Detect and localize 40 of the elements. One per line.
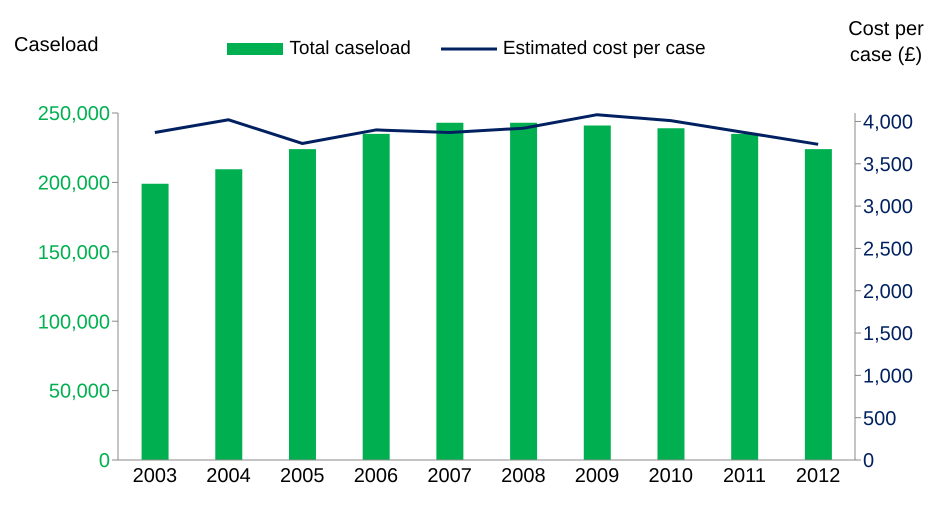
- y-tick-label: 200,000: [38, 172, 110, 194]
- bar: [731, 134, 758, 460]
- legend-label: Total caseload: [289, 38, 411, 60]
- y2-tick-label: 500: [863, 408, 896, 430]
- bar: [215, 169, 242, 460]
- x-tick-label: 2005: [280, 465, 324, 488]
- x-tick-label: 2008: [501, 465, 546, 488]
- y-tick-label: 0: [98, 450, 110, 472]
- y2-tick-label: 1,500: [863, 323, 914, 346]
- y2-tick-label: 3,500: [863, 154, 914, 176]
- y2-tick-label: 4,000: [863, 112, 914, 134]
- y-tick-label: 100,000: [38, 311, 110, 334]
- bar: [362, 134, 390, 460]
- y-tick-label: 150,000: [38, 242, 110, 264]
- y2-tick-label: 2,500: [863, 238, 914, 261]
- bar: [142, 184, 169, 460]
- y2-tick-label: 1,000: [863, 365, 914, 388]
- x-tick-label: 2009: [574, 465, 620, 488]
- y-axis-title: Caseload: [14, 34, 99, 57]
- legend-label: Estimated cost per case: [502, 38, 706, 60]
- y2-axis-title: Cost per case (£): [847, 17, 925, 68]
- x-tick-label: 2012: [796, 465, 840, 488]
- x-tick-label: 2006: [354, 465, 398, 488]
- x-tick-label: 2004: [206, 465, 251, 488]
- y-tick-label: 250,000: [38, 103, 110, 126]
- x-tick-label: 2003: [132, 465, 178, 488]
- bar: [436, 122, 464, 460]
- line-series: [153, 113, 820, 146]
- bar: [804, 149, 832, 460]
- y-tick-label: 50,000: [48, 380, 110, 403]
- bar: [584, 125, 611, 460]
- y2-tick-label: 0: [863, 450, 874, 472]
- y2-tick-label: 3,000: [863, 196, 914, 218]
- y2-tick-label: 2,000: [863, 280, 914, 303]
- bar: [657, 128, 684, 460]
- x-tick-label: 2011: [722, 465, 766, 488]
- bar: [510, 122, 538, 460]
- x-tick-label: 2010: [648, 465, 693, 488]
- bar: [288, 149, 316, 460]
- x-tick-label: 2007: [427, 465, 472, 488]
